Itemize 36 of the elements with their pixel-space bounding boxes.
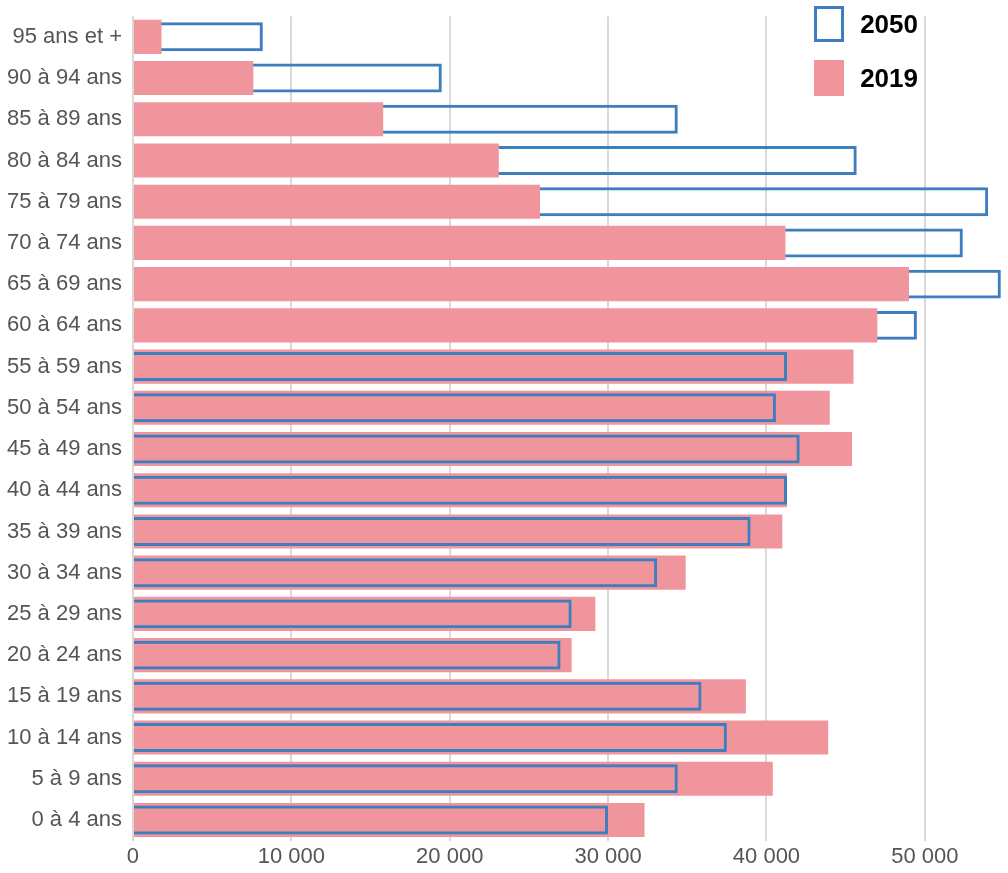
y-tick-label: 5 à 9 ans <box>31 764 122 790</box>
y-tick-label: 10 à 14 ans <box>7 723 122 749</box>
y-tick-label: 50 à 54 ans <box>7 393 122 419</box>
x-tick-label: 40 000 <box>732 842 801 868</box>
y-tick-label: 70 à 74 ans <box>7 228 122 254</box>
y-tick-label: 60 à 64 ans <box>7 311 122 337</box>
x-tick-label: 0 <box>126 842 140 868</box>
bar <box>133 143 499 178</box>
x-tick-label: 20 000 <box>416 842 484 868</box>
bar <box>133 308 878 343</box>
bar <box>133 60 254 96</box>
y-tick-label: 25 à 29 ans <box>7 599 122 625</box>
bar <box>133 102 384 137</box>
y-tick-label: 65 à 69 ans <box>7 270 122 296</box>
y-tick-label: 55 à 59 ans <box>7 352 122 378</box>
x-tick-label: 30 000 <box>574 842 642 868</box>
bar <box>133 267 909 302</box>
bar <box>133 225 786 260</box>
bar <box>133 19 162 54</box>
y-tick-label: 95 ans et + <box>12 22 122 48</box>
x-tick-label: 10 000 <box>257 842 325 868</box>
y-tick-label: 15 à 19 ans <box>7 682 122 708</box>
y-tick-label: 40 à 44 ans <box>7 476 122 502</box>
y-tick-label: 90 à 94 ans <box>7 64 122 90</box>
y-tick-label: 35 à 39 ans <box>7 517 122 543</box>
x-tick-label: 50 000 <box>891 842 959 868</box>
y-tick-label: 85 à 89 ans <box>7 105 122 131</box>
y-tick-label: 80 à 84 ans <box>7 146 122 172</box>
y-tick-label: 45 à 49 ans <box>7 435 122 461</box>
y-tick-label: 30 à 34 ans <box>7 558 122 584</box>
bar <box>133 184 540 219</box>
y-tick-label: 0 à 4 ans <box>31 806 122 832</box>
y-tick-label: 75 à 79 ans <box>7 187 122 213</box>
y-tick-label: 20 à 24 ans <box>7 641 122 667</box>
legend-label: 2019 <box>860 62 918 94</box>
legend-label: 2050 <box>860 8 918 40</box>
